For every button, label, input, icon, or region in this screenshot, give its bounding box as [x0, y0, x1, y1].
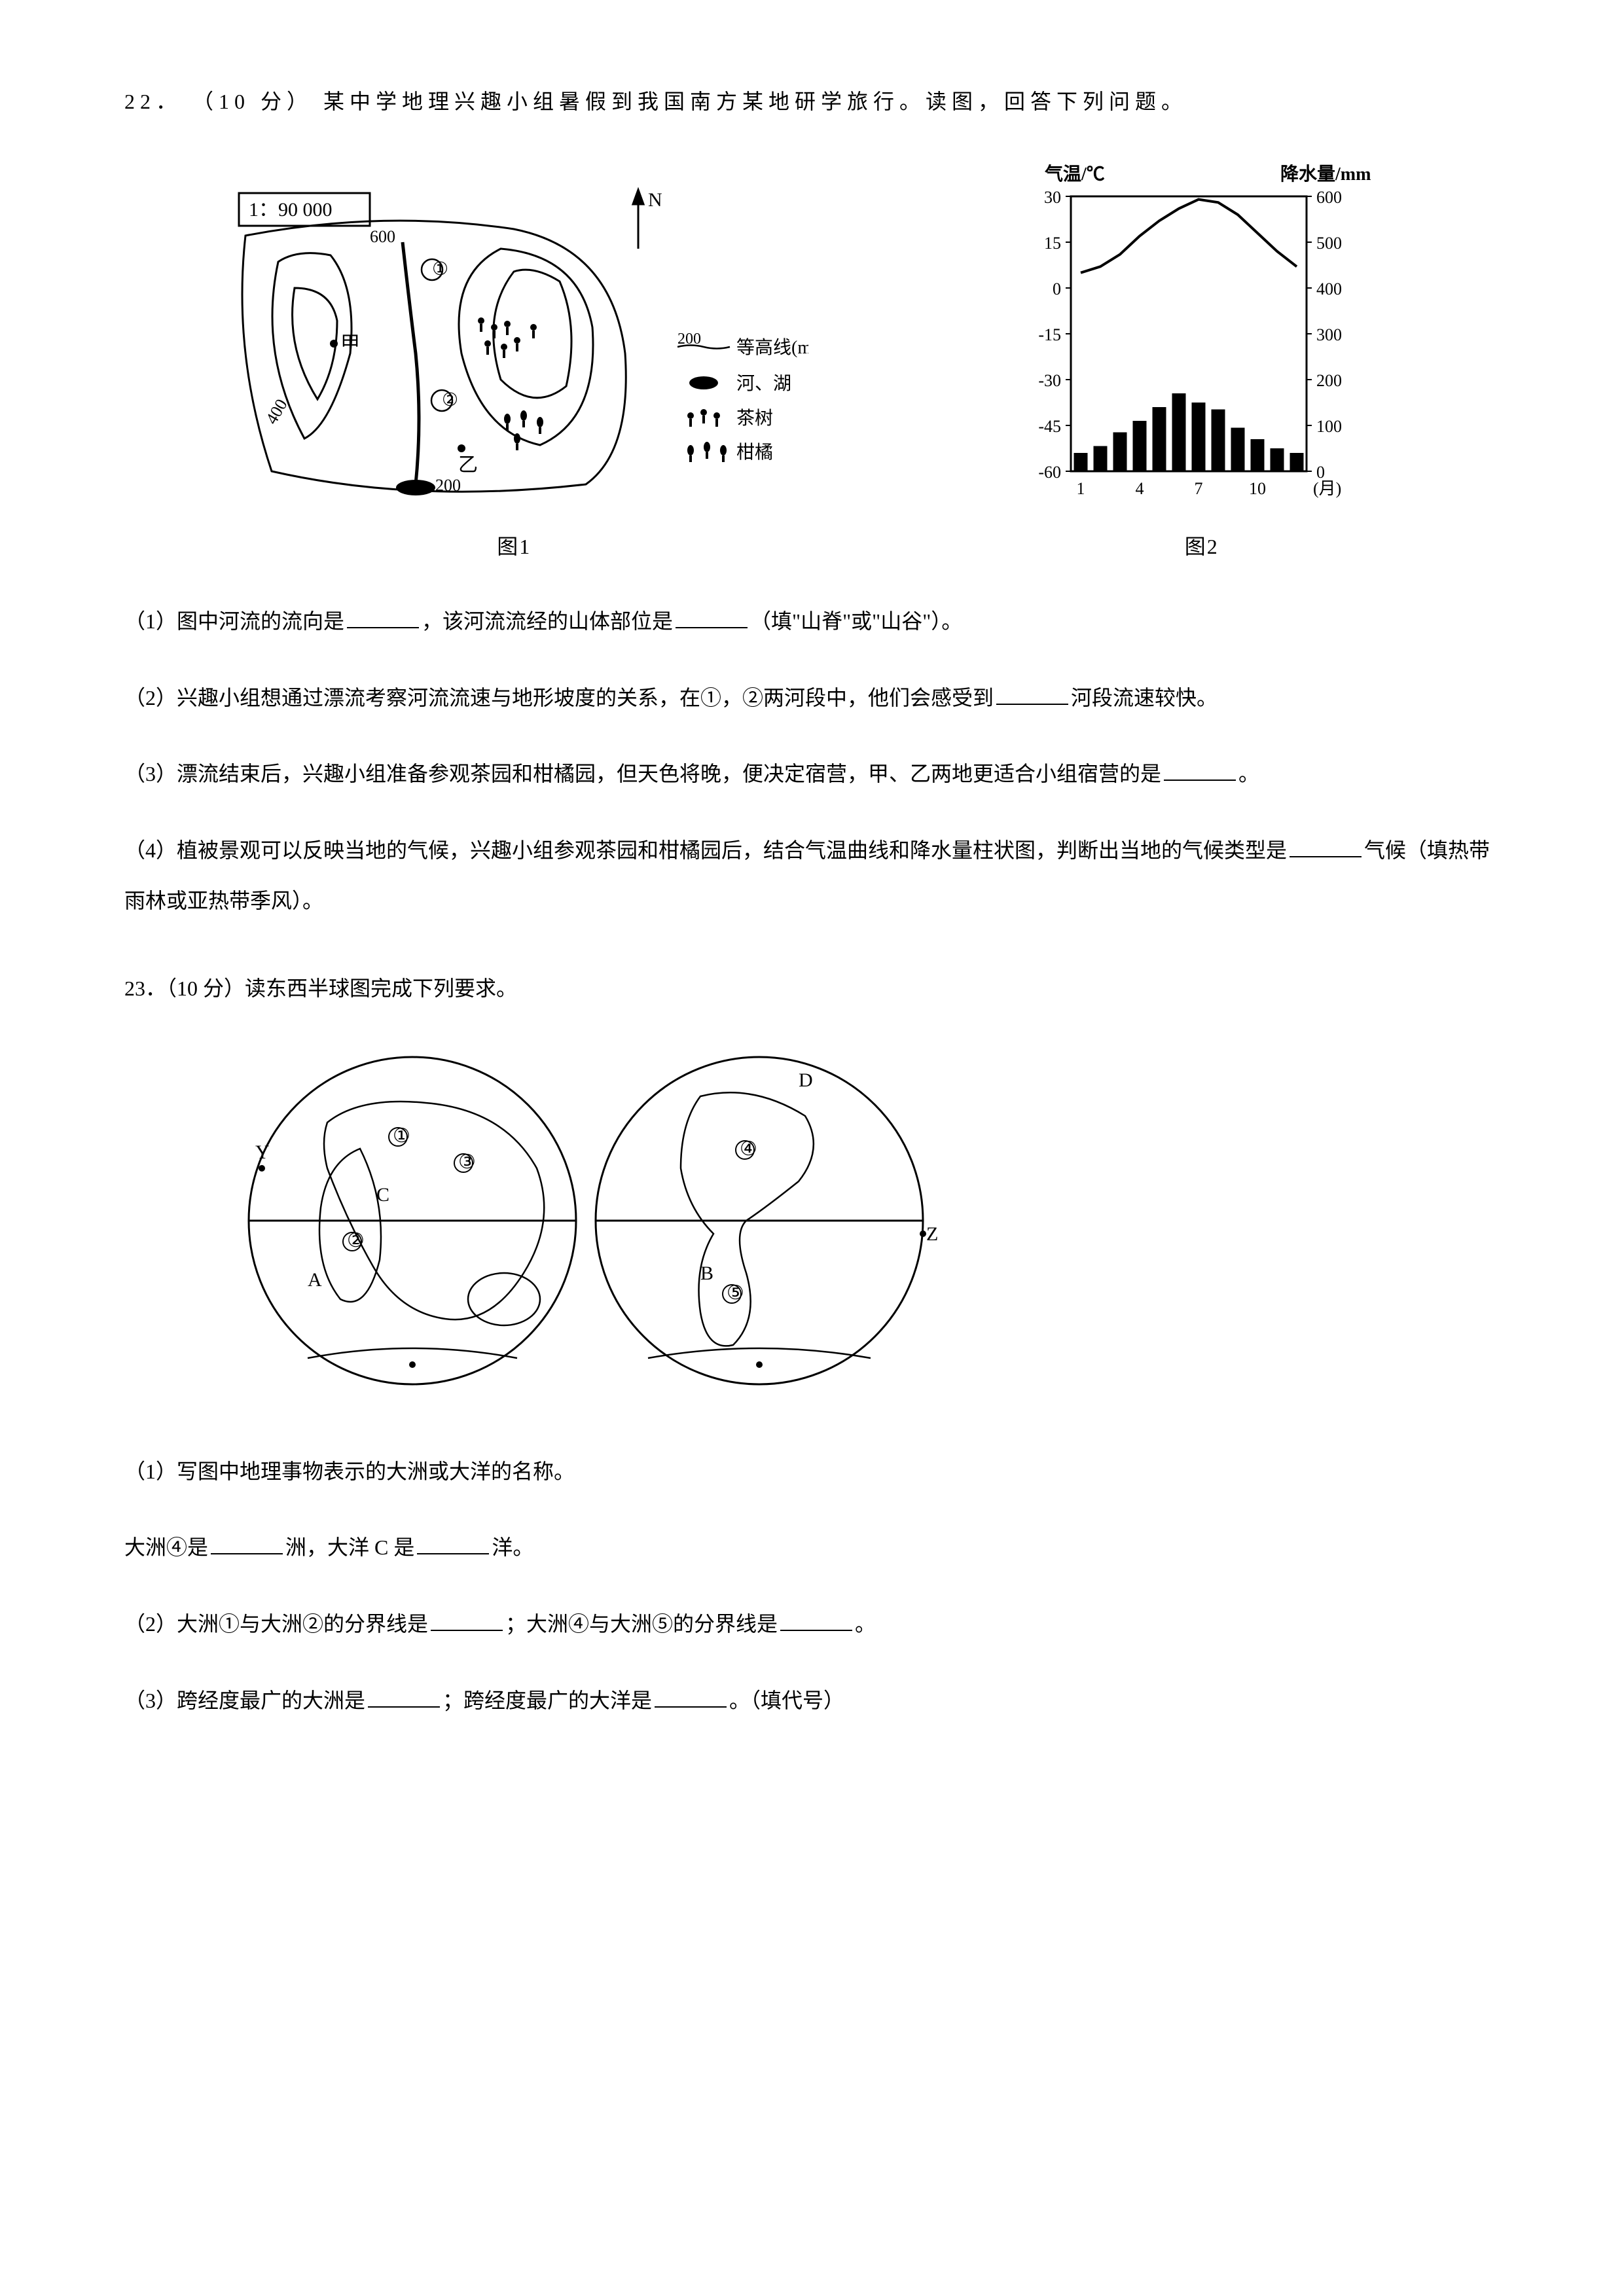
- blank[interactable]: [1164, 760, 1236, 781]
- blank[interactable]: [996, 684, 1068, 705]
- blank[interactable]: [211, 1534, 283, 1554]
- q22-sub1: （1）图中河流的流向是 ，该河流流经的山体部位是 （填"山脊"或"山谷"）。: [124, 596, 1500, 647]
- q23-sub1b-c: 洋。: [492, 1535, 533, 1559]
- svg-text:100: 100: [1316, 417, 1342, 436]
- north-label: N: [648, 189, 662, 211]
- legend-contour-val: 200: [677, 331, 701, 348]
- svg-text:-30: -30: [1038, 371, 1061, 390]
- svg-text:10: 10: [1249, 479, 1266, 498]
- svg-text:0: 0: [1053, 279, 1061, 298]
- blank[interactable]: [676, 607, 748, 628]
- q23-points: （10 分）: [166, 977, 245, 1000]
- q23-sub3-c: 。（填代号）: [729, 1689, 844, 1712]
- svg-text:30: 30: [1044, 188, 1061, 207]
- contour-200a: 200: [435, 476, 461, 495]
- q23-sub1b: 大洲④是 洲，大洋 C 是 洋。: [124, 1522, 1500, 1573]
- svg-text:降水量/mm: 降水量/mm: [1280, 164, 1371, 185]
- q23-sub3: （3）跨经度最广的大洲是 ；跨经度最广的大洋是 。（填代号）: [124, 1676, 1500, 1726]
- svg-text:-60: -60: [1038, 463, 1061, 482]
- svg-text:400: 400: [1316, 279, 1342, 298]
- svg-text:1: 1: [1076, 479, 1085, 498]
- q23-sub2-c: 。: [855, 1612, 876, 1636]
- blank[interactable]: [780, 1610, 852, 1631]
- hemisphere-svg: Y Z A B C D ③ ② ① ④ ⑤: [229, 1037, 949, 1404]
- q22-points: （10 分）: [192, 90, 313, 113]
- svg-text:-45: -45: [1038, 417, 1061, 436]
- q22-sub4: （4）植被景观可以反映当地的气候，兴趣小组参观茶园和柑橘园后，结合气温曲线和降水…: [124, 825, 1500, 926]
- blank[interactable]: [368, 1687, 440, 1708]
- figure1-svg: N 1：90 000 600 400 200 甲 ① ② 乙: [219, 157, 808, 511]
- svg-text:气温/℃: 气温/℃: [1044, 164, 1105, 185]
- hemisphere-figure: Y Z A B C D ③ ② ① ④ ⑤: [229, 1037, 1500, 1420]
- q23-sub2-a: （2）大洲①与大洲②的分界线是: [124, 1612, 428, 1636]
- svg-text:(月): (月): [1313, 479, 1341, 498]
- q22-stem: 某中学地理兴趣小组暑假到我国南方某地研学旅行。读图，回答下列问题。: [323, 90, 1187, 113]
- q22-header: 22． （10 分） 某中学地理兴趣小组暑假到我国南方某地研学旅行。读图，回答下…: [124, 79, 1500, 124]
- blank[interactable]: [417, 1534, 489, 1554]
- marker-jia: 甲: [340, 333, 360, 355]
- legend: 200 等高线(m) 河、湖 茶树 柑橘: [677, 331, 808, 463]
- q23-sub3-b: ；跨经度最广的大洋是: [442, 1689, 652, 1712]
- svg-text:600: 600: [1316, 188, 1342, 207]
- q23-header: 23．（10 分）读东西半球图完成下列要求。: [124, 965, 1500, 1011]
- label-Y: Y: [255, 1141, 270, 1163]
- q22-sub2-a: （2）兴趣小组想通过漂流考察河流流速与地形坡度的关系，在①，②两河段中，他们会感…: [124, 686, 994, 709]
- figure2-svg: 气温/℃ 降水量/mm 30 15 0 -15 -30 -45 -60 600 500 400 300 2…: [999, 157, 1405, 511]
- contour-600a: 600: [370, 227, 395, 246]
- q22-number: 22: [124, 90, 156, 113]
- fig2-caption: 图2: [1185, 524, 1219, 569]
- q22-sub1-c: （填"山脊"或"山谷"）。: [750, 609, 962, 633]
- blank[interactable]: [431, 1610, 503, 1631]
- q22-sub1-a: （1）图中河流的流向是: [124, 609, 344, 633]
- scale-text: 1：90 000: [249, 199, 333, 221]
- q22-figures: N 1：90 000 600 400 200 甲 ① ② 乙: [124, 157, 1500, 569]
- q23-sub3-a: （3）跨经度最广的大洲是: [124, 1689, 365, 1712]
- legend-citrus: 柑橘: [736, 442, 773, 463]
- label-D: D: [799, 1069, 813, 1091]
- q22-sub3-a: （3）漂流结束后，兴趣小组准备参观茶园和柑橘园，但天色将晚，便决定宿营，甲、乙两…: [124, 762, 1161, 785]
- q22-sub3-b: 。: [1238, 762, 1259, 785]
- q22-sub3: （3）漂流结束后，兴趣小组准备参观茶园和柑橘园，但天色将晚，便决定宿营，甲、乙两…: [124, 749, 1500, 799]
- q22-sub1-b: ，该河流流经的山体部位是: [422, 609, 673, 633]
- marker-yi: 乙: [458, 454, 478, 476]
- svg-text:-15: -15: [1038, 325, 1061, 344]
- label-A: A: [308, 1269, 322, 1291]
- blank[interactable]: [655, 1687, 727, 1708]
- q23-stem: 读东西半球图完成下列要求。: [245, 977, 517, 1000]
- svg-text:300: 300: [1316, 325, 1342, 344]
- blank[interactable]: [347, 607, 419, 628]
- q22-sub4-a: （4）植被景观可以反映当地的气候，兴趣小组参观茶园和柑橘园后，结合气温曲线和降水…: [124, 838, 1287, 862]
- svg-text:7: 7: [1194, 479, 1202, 498]
- svg-text:15: 15: [1044, 234, 1061, 253]
- label-C: C: [376, 1184, 389, 1206]
- legend-contour: 等高线(m): [736, 337, 808, 358]
- blank[interactable]: [1290, 836, 1362, 857]
- north-arrow-icon: [633, 190, 643, 249]
- figure2-block: 气温/℃ 降水量/mm 30 15 0 -15 -30 -45 -60 600 500 400 300 2…: [999, 157, 1405, 569]
- svg-text:500: 500: [1316, 234, 1342, 253]
- legend-tea: 茶树: [736, 408, 773, 429]
- figure1-block: N 1：90 000 600 400 200 甲 ① ② 乙: [219, 157, 808, 569]
- label-B: B: [700, 1263, 713, 1284]
- q23-sub2-b: ；大洲④与大洲⑤的分界线是: [505, 1612, 778, 1636]
- fig1-caption: 图1: [497, 524, 531, 569]
- label-Z: Z: [926, 1223, 938, 1245]
- svg-text:4: 4: [1135, 479, 1144, 498]
- q22-sub2-b: 河段流速较快。: [1071, 686, 1218, 709]
- q23-number: 23: [124, 977, 145, 1000]
- q23-sub1b-b: 洲，大洋 C 是: [285, 1535, 414, 1559]
- tea-cluster-icon: [478, 317, 537, 358]
- legend-river: 河、湖: [736, 374, 791, 394]
- q23-sub1-text: （1）写图中地理事物表示的大洲或大洋的名称。: [124, 1460, 575, 1483]
- q23-sub1: （1）写图中地理事物表示的大洲或大洋的名称。: [124, 1446, 1500, 1497]
- q23-sub2: （2）大洲①与大洲②的分界线是 ；大洲④与大洲⑤的分界线是 。: [124, 1599, 1500, 1649]
- svg-text:200: 200: [1316, 371, 1342, 390]
- q22-sub2: （2）兴趣小组想通过漂流考察河流流速与地形坡度的关系，在①，②两河段中，他们会感…: [124, 673, 1500, 723]
- q23-sub1b-a: 大洲④是: [124, 1535, 208, 1559]
